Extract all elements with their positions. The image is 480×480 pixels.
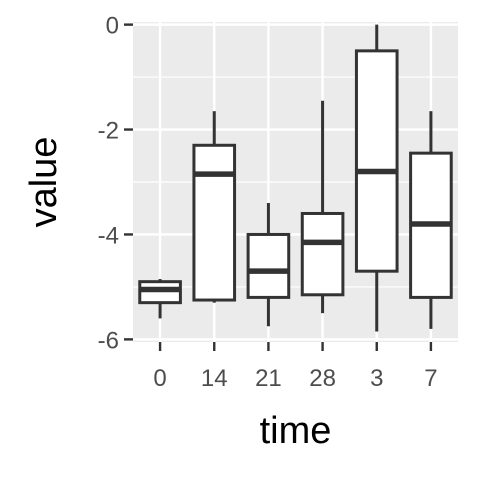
x-axis-title: time — [260, 410, 332, 452]
box-14 — [192, 111, 237, 303]
box-iqr — [354, 49, 399, 273]
box-7 — [409, 111, 453, 329]
y-tick-label: -4 — [98, 222, 119, 249]
y-tick-label: -2 — [98, 118, 119, 145]
x-tick-label: 0 — [153, 365, 166, 392]
box-28 — [300, 100, 345, 314]
box-iqr — [300, 211, 345, 297]
boxes — [138, 24, 453, 332]
x-tick-label: 7 — [424, 365, 437, 392]
x-tick-label: 14 — [201, 365, 228, 392]
box-0 — [138, 279, 182, 319]
box-iqr — [246, 232, 291, 299]
x-tick-label: 21 — [255, 365, 282, 392]
box-21 — [246, 202, 291, 327]
y-tick-label: -6 — [98, 327, 119, 354]
x-tick-label: 3 — [370, 365, 383, 392]
box-iqr — [192, 143, 237, 302]
box-3 — [354, 24, 399, 332]
y-axis-title: value — [23, 137, 65, 228]
y-axis: 0 -2 -4 -6 — [98, 13, 133, 354]
x-axis: 0 14 21 28 3 7 — [153, 342, 438, 392]
grid-minor — [133, 76, 458, 288]
y-tick-label: 0 — [106, 13, 119, 40]
x-tick-label: 28 — [309, 365, 336, 392]
